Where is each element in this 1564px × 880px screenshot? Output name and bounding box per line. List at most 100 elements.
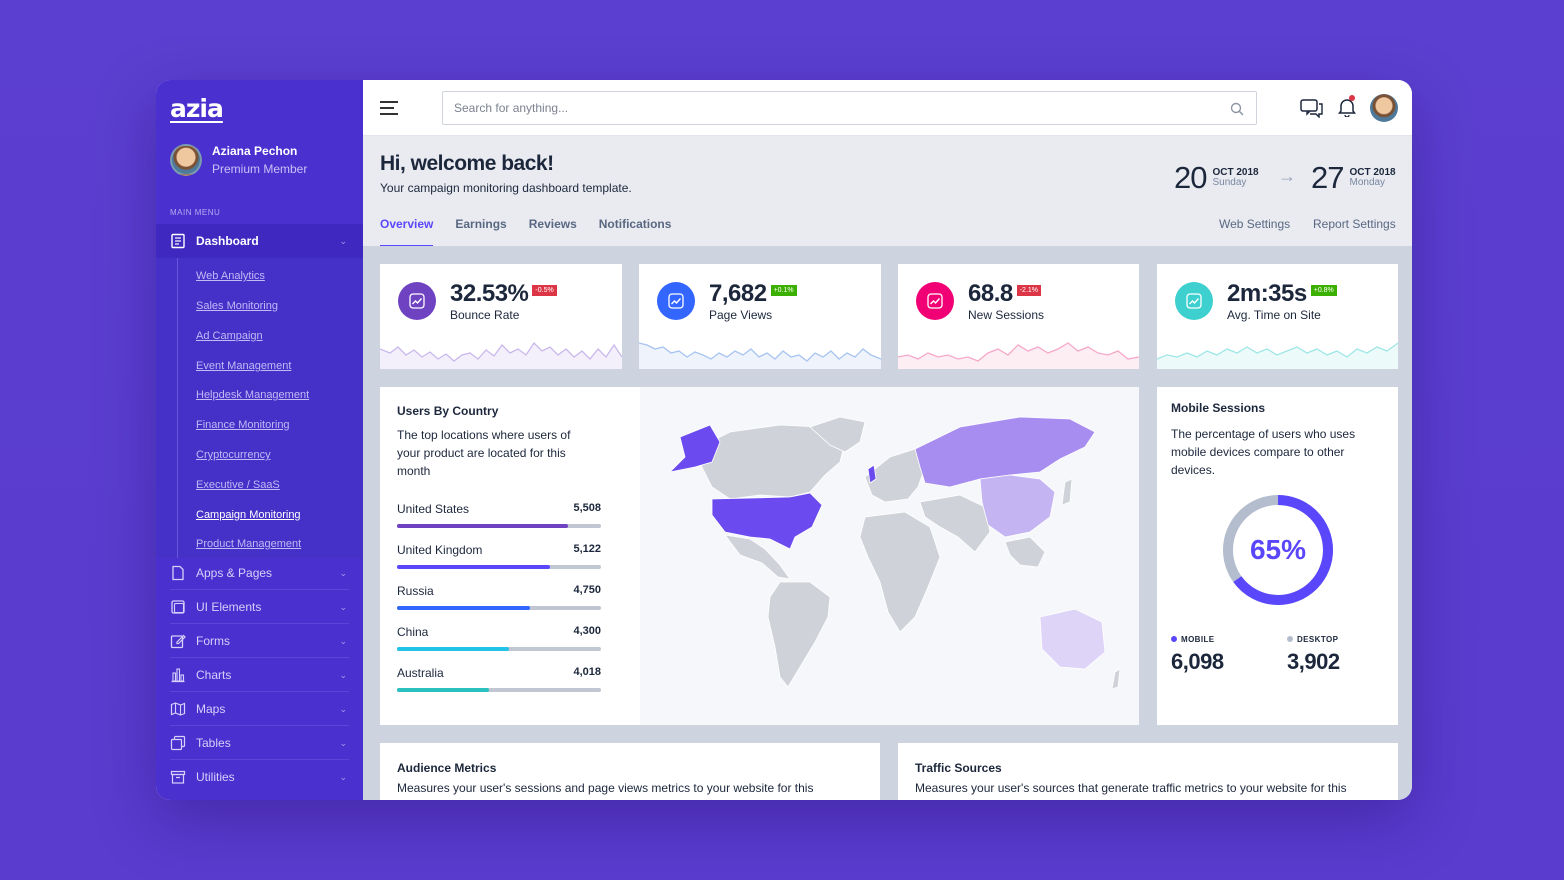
submenu-ad-campaign[interactable]: Ad Campaign xyxy=(196,330,263,342)
submenu-web-analytics[interactable]: Web Analytics xyxy=(196,270,265,282)
legend-mobile: MOBILE 6,098 xyxy=(1171,629,1224,675)
map-region-canada[interactable] xyxy=(699,424,846,500)
sidebar-item-maps[interactable]: Maps ⌄ xyxy=(156,692,363,726)
messages-icon[interactable] xyxy=(1300,98,1324,123)
country-name: Russia xyxy=(397,584,434,598)
legend-value: 3,902 xyxy=(1287,649,1340,674)
kpi-change-badge: -0.5% xyxy=(532,285,557,297)
chevron-down-icon: ⌄ xyxy=(339,703,347,714)
kpi-card-page-views: 7,682 +0.1% Page Views xyxy=(639,264,881,369)
sidebar-item-ui-elements[interactable]: UI Elements ⌄ xyxy=(156,590,363,624)
kpi-card-avg-time: 2m:35s +0.8% Avg. Time on Site xyxy=(1157,264,1398,369)
country-value: 5,508 xyxy=(573,502,601,514)
map-region-russia[interactable] xyxy=(914,416,1096,488)
map-region-united-kingdom[interactable] xyxy=(867,464,877,484)
progress-bar xyxy=(397,647,510,651)
map-region-greenland[interactable] xyxy=(809,416,866,453)
tab-reviews[interactable]: Reviews xyxy=(528,217,577,231)
submenu-helpdesk-management[interactable]: Helpdesk Management xyxy=(196,389,310,401)
search-icon[interactable] xyxy=(1230,102,1244,121)
date-to: 27 OCT 2018 Monday xyxy=(1311,160,1396,196)
copy-icon xyxy=(170,735,186,751)
card-description: Measures your user's sessions and page v… xyxy=(397,781,814,795)
submenu-executive-saas[interactable]: Executive / SaaS xyxy=(196,479,280,491)
country-name: Australia xyxy=(397,666,444,680)
sparkline xyxy=(639,342,881,369)
kpi-label: Avg. Time on Site xyxy=(1227,308,1321,322)
map-region-mexico[interactable] xyxy=(724,534,791,580)
sidebar-item-dashboard[interactable]: Dashboard ⌄ xyxy=(156,224,363,258)
kpi-change-badge: -2.1% xyxy=(1016,285,1042,297)
trend-icon xyxy=(398,282,436,320)
date-to-day: 27 xyxy=(1311,160,1344,195)
country-value: 5,122 xyxy=(573,543,601,555)
map-region-south-america[interactable] xyxy=(767,581,831,688)
traffic-sources-card: Traffic Sources Measures your user's sou… xyxy=(898,743,1398,800)
menu-section-label: MAIN MENU xyxy=(170,208,221,217)
search-input[interactable] xyxy=(454,101,1214,115)
map-region-southeast-asia[interactable] xyxy=(1004,536,1046,568)
map-region-europe[interactable] xyxy=(864,448,926,503)
legend-desktop: DESKTOP 3,902 xyxy=(1287,629,1340,675)
card-title: Traffic Sources xyxy=(915,761,1002,775)
world-map[interactable] xyxy=(640,387,1139,725)
sidebar-item-apps-pages[interactable]: Apps & Pages ⌄ xyxy=(156,556,363,590)
map-region-africa[interactable] xyxy=(859,511,941,633)
kpi-change-badge: +0.8% xyxy=(1310,285,1337,297)
date-from-weekday: Sunday xyxy=(1212,177,1247,188)
dashboard-submenu: Web Analytics Sales Monitoring Ad Campai… xyxy=(156,258,363,558)
submenu-event-management[interactable]: Event Management xyxy=(196,360,292,372)
donut-mobile-arc xyxy=(1223,495,1333,605)
sparkline xyxy=(1157,342,1398,369)
tab-bar: Overview Earnings Reviews Notifications xyxy=(380,217,693,247)
country-row: United States 5,508 xyxy=(397,502,601,528)
report-settings-link[interactable]: Report Settings xyxy=(1313,217,1396,231)
bell-icon[interactable] xyxy=(1338,97,1356,122)
chevron-down-icon: ⌄ xyxy=(339,669,347,680)
map-region-united-states[interactable] xyxy=(711,492,823,550)
sidebar-item-label: Apps & Pages xyxy=(196,566,273,580)
tab-notifications[interactable]: Notifications xyxy=(598,217,672,231)
progress-bar xyxy=(397,524,569,528)
submenu-sales-monitoring[interactable]: Sales Monitoring xyxy=(196,300,278,312)
map-region-middle-east[interactable] xyxy=(919,494,991,553)
page-subtitle: Your campaign monitoring dashboard templ… xyxy=(380,181,632,195)
date-to-weekday: Monday xyxy=(1349,177,1386,188)
sidebar-item-forms[interactable]: Forms ⌄ xyxy=(156,624,363,658)
submenu-product-management[interactable]: Product Management xyxy=(196,538,302,550)
legend-label: DESKTOP xyxy=(1297,635,1339,644)
trend-icon xyxy=(916,282,954,320)
avatar[interactable] xyxy=(1370,94,1398,122)
kpi-card-new-sessions: 68.8 -2.1% New Sessions xyxy=(898,264,1139,369)
sidebar-item-tables[interactable]: Tables ⌄ xyxy=(156,726,363,760)
legend-label: MOBILE xyxy=(1181,635,1215,644)
user-profile[interactable]: Aziana Pechon Premium Member xyxy=(170,144,307,176)
sidebar-item-charts[interactable]: Charts ⌄ xyxy=(156,658,363,692)
map-region-australia[interactable] xyxy=(1039,608,1106,670)
edit-icon xyxy=(170,633,186,649)
country-row: United Kingdom 5,122 xyxy=(397,543,601,569)
donut-percent-label: 65% xyxy=(1249,534,1307,565)
topbar xyxy=(363,80,1412,136)
trend-icon xyxy=(657,282,695,320)
menu-toggle-icon[interactable] xyxy=(380,101,398,119)
web-settings-link[interactable]: Web Settings xyxy=(1219,217,1291,231)
tab-overview[interactable]: Overview xyxy=(380,217,434,247)
submenu-campaign-monitoring[interactable]: Campaign Monitoring xyxy=(196,509,301,521)
country-value: 4,300 xyxy=(573,625,601,637)
submenu-cryptocurrency[interactable]: Cryptocurrency xyxy=(196,449,271,461)
brand-logo[interactable]: azia xyxy=(170,94,224,123)
map-region-new-zealand[interactable] xyxy=(1111,668,1121,690)
submenu-finance-monitoring[interactable]: Finance Monitoring xyxy=(196,419,290,431)
document-icon xyxy=(170,233,186,249)
map-icon xyxy=(170,701,186,717)
map-region-china[interactable] xyxy=(979,474,1056,538)
archive-icon xyxy=(170,769,186,785)
sidebar-item-utilities[interactable]: Utilities ⌄ xyxy=(156,760,363,794)
map-region-japan[interactable] xyxy=(1061,478,1073,506)
sidebar-item-label: Forms xyxy=(196,634,230,648)
map-region-alaska[interactable] xyxy=(668,424,721,473)
country-row: Russia 4,750 xyxy=(397,584,601,610)
country-name: China xyxy=(397,625,429,639)
tab-earnings[interactable]: Earnings xyxy=(455,217,507,231)
